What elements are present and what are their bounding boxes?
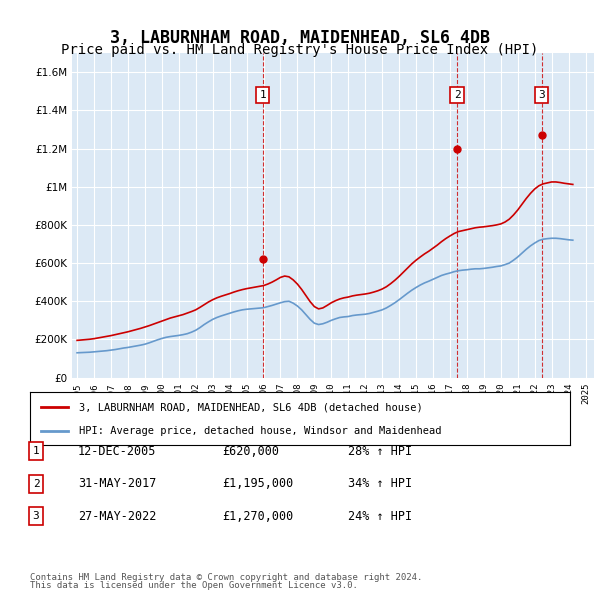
Text: 1: 1: [259, 90, 266, 100]
Text: 3, LABURNHAM ROAD, MAIDENHEAD, SL6 4DB: 3, LABURNHAM ROAD, MAIDENHEAD, SL6 4DB: [110, 30, 490, 47]
Text: 2: 2: [32, 479, 40, 489]
Text: £620,000: £620,000: [222, 445, 279, 458]
Text: £1,270,000: £1,270,000: [222, 510, 293, 523]
Text: 34% ↑ HPI: 34% ↑ HPI: [348, 477, 412, 490]
Text: 12-DEC-2005: 12-DEC-2005: [78, 445, 157, 458]
Text: 24% ↑ HPI: 24% ↑ HPI: [348, 510, 412, 523]
Text: 31-MAY-2017: 31-MAY-2017: [78, 477, 157, 490]
Text: 28% ↑ HPI: 28% ↑ HPI: [348, 445, 412, 458]
Text: 3, LABURNHAM ROAD, MAIDENHEAD, SL6 4DB (detached house): 3, LABURNHAM ROAD, MAIDENHEAD, SL6 4DB (…: [79, 402, 422, 412]
Text: 2: 2: [454, 90, 460, 100]
Text: 3: 3: [538, 90, 545, 100]
Text: This data is licensed under the Open Government Licence v3.0.: This data is licensed under the Open Gov…: [30, 581, 358, 590]
Text: 3: 3: [32, 512, 40, 521]
Text: Price paid vs. HM Land Registry's House Price Index (HPI): Price paid vs. HM Land Registry's House …: [61, 43, 539, 57]
Text: 1: 1: [32, 447, 40, 456]
Text: Contains HM Land Registry data © Crown copyright and database right 2024.: Contains HM Land Registry data © Crown c…: [30, 572, 422, 582]
Text: HPI: Average price, detached house, Windsor and Maidenhead: HPI: Average price, detached house, Wind…: [79, 425, 441, 435]
Text: 27-MAY-2022: 27-MAY-2022: [78, 510, 157, 523]
Text: £1,195,000: £1,195,000: [222, 477, 293, 490]
